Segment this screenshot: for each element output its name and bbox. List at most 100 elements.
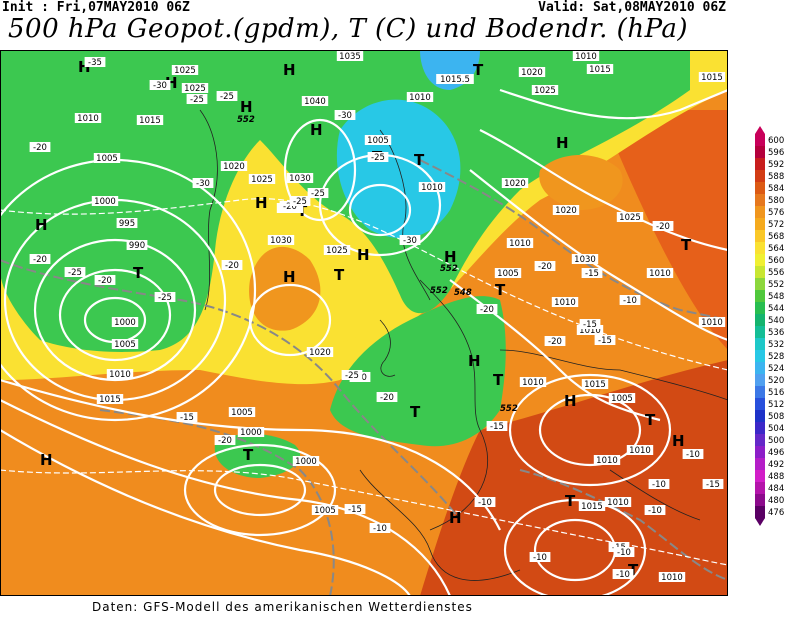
temperature-label-bg [529, 552, 551, 562]
temperature-label: -20 [380, 393, 394, 403]
isobar-label: 1010 [409, 93, 431, 103]
high-center: H [310, 121, 323, 139]
legend-swatch [755, 374, 765, 387]
low-center: T [414, 151, 425, 169]
isobar-label: 1010 [522, 378, 544, 388]
temperature-label: -20 [538, 262, 552, 272]
temperature-label-bg [581, 268, 603, 278]
temperature-label-bg [289, 196, 311, 206]
legend-swatch [755, 482, 765, 495]
legend-swatch [755, 254, 765, 267]
isobar-label: 1010 [421, 183, 443, 193]
low-center: T [493, 371, 504, 389]
temperature-label: -30 [403, 236, 417, 246]
legend-value: 600 [768, 136, 784, 146]
temperature-label: -30 [196, 179, 210, 189]
cold-region-north [0, 50, 690, 352]
isobar-label: 1030 [289, 174, 311, 184]
temperature-label: -25 [311, 189, 325, 199]
isobar-label-bg [228, 407, 256, 417]
isobar-label-bg [74, 113, 102, 123]
temperature-label: -20 [656, 222, 670, 232]
temperature-label: -20 [480, 305, 494, 315]
low-center: T [133, 264, 144, 282]
color-legend: 600 596 592 588 584 580 576 572 568 564 560 556 552 5… [752, 126, 788, 526]
legend-swatch [755, 146, 765, 159]
isobar-label: 1020 [223, 162, 245, 172]
isobar-label: 1010 [649, 269, 671, 279]
legend-swatch [755, 326, 765, 339]
temperature-label: -25 [371, 153, 385, 163]
isobar-label: 995 [119, 219, 135, 229]
temperature-label-bg [186, 94, 208, 104]
isobar-label: 1025 [174, 66, 196, 76]
legend-value: 544 [768, 304, 784, 314]
isobar-label: 1005 [114, 340, 136, 350]
isobar-label-bg [519, 377, 547, 387]
geopotential-label: 552 [430, 286, 448, 296]
cold-east [539, 155, 623, 210]
temperature-label: -15 [706, 480, 720, 490]
temperature-label: -25 [190, 95, 204, 105]
isobar-label-bg [616, 212, 644, 222]
isobar-label-bg [181, 83, 209, 93]
isobar-label: 1010 [629, 446, 651, 456]
isobar-label: 1035 [339, 52, 361, 62]
high-center: H [672, 432, 685, 450]
isobar-label: 990 [129, 241, 145, 251]
isobar-label: 1025 [534, 86, 556, 96]
isobar-label-bg [323, 245, 351, 255]
isobar-label-bg [501, 178, 529, 188]
legend-value: 500 [768, 436, 784, 446]
temperature-label: -20 [548, 337, 562, 347]
temperature-label-bg [476, 304, 498, 314]
legend-swatch [755, 158, 765, 171]
isobar-label-bg [418, 182, 446, 192]
legend-value: 508 [768, 412, 784, 422]
isobar-label-bg [171, 65, 199, 75]
temperature-label: -25 [68, 268, 82, 278]
legend-value: 484 [768, 484, 784, 494]
temperature-label: -10 [533, 553, 547, 563]
isobar-label: 1015 [701, 73, 723, 83]
isobar-label: 1025 [184, 84, 206, 94]
geopotential-labels: 552 552 548 552 552 [237, 115, 518, 414]
legend-swatch [755, 470, 765, 483]
legend-swatch [755, 290, 765, 303]
isotherms [0, 198, 728, 566]
legend-value: 504 [768, 424, 784, 434]
isobar-label-bg [698, 72, 726, 82]
temperature-label: -20 [33, 255, 47, 265]
init-time: Init : Fri,07MAY2010 06Z [2, 0, 190, 15]
isobar-label: 1010 [77, 114, 99, 124]
isobar-label: 1015 [581, 502, 603, 512]
temperature-label-bg [149, 80, 171, 90]
isobar-label-bg [578, 501, 606, 511]
legend-value: 588 [768, 172, 784, 182]
legend-value: 524 [768, 364, 784, 374]
isobar-label: 1005 [367, 136, 389, 146]
high-center: H [357, 246, 370, 264]
isobar-label-bg [301, 96, 329, 106]
isobar-label-bg [608, 393, 636, 403]
geopotential-label: 552 [440, 264, 458, 274]
legend-value: 476 [768, 508, 784, 518]
temperature-label-bg [648, 479, 670, 489]
isobar-label-bg [626, 445, 654, 455]
isobar-label: 1020 [555, 206, 577, 216]
legend-value: 492 [768, 460, 784, 470]
isobar-label-bg [267, 235, 295, 245]
legend-swatch [755, 230, 765, 243]
high-center: H [444, 248, 457, 266]
low-center: T [243, 446, 254, 464]
coastlines [199, 109, 728, 581]
high-center: H [40, 451, 53, 469]
geopotential-label: 552 [500, 404, 518, 414]
temperature-label-bg [192, 178, 214, 188]
isobar-label-bg [518, 67, 546, 77]
temperature-label-bg [154, 292, 176, 302]
isobar-label-bg [126, 240, 148, 250]
temperature-label-bg [613, 547, 635, 557]
high-center: H [283, 268, 296, 286]
legend-swatch [755, 194, 765, 207]
